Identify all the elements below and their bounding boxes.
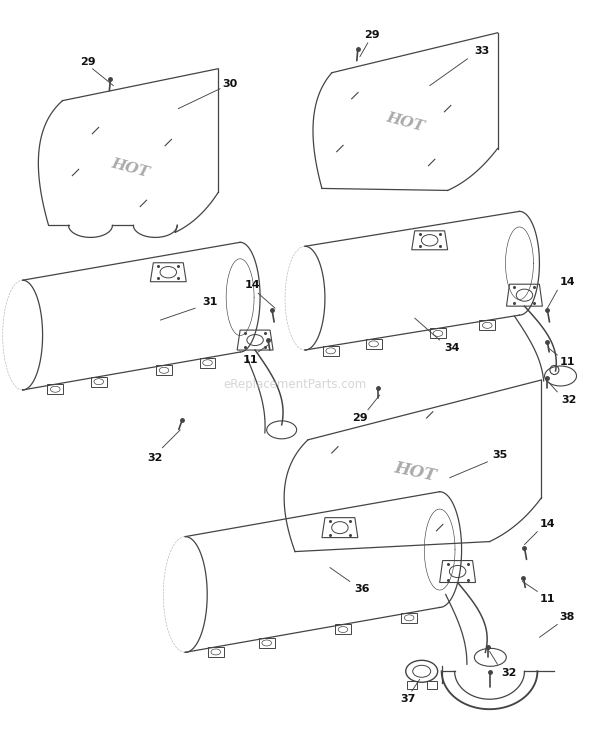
Text: HOT: HOT [392,459,437,485]
Text: HOT: HOT [110,157,151,180]
Text: 32: 32 [148,453,163,463]
Text: 33: 33 [474,46,489,55]
Text: 11: 11 [559,357,575,367]
Text: 32: 32 [562,395,577,405]
Text: HOT: HOT [384,111,425,134]
Text: 37: 37 [400,694,415,704]
Text: 11: 11 [540,594,555,605]
Text: 36: 36 [354,585,369,594]
Text: 34: 34 [444,343,460,353]
Text: 11: 11 [242,355,258,365]
Text: 35: 35 [492,450,507,460]
Text: 14: 14 [540,519,555,528]
Text: 38: 38 [560,613,575,622]
Text: 29: 29 [80,57,96,67]
Text: 32: 32 [502,668,517,678]
Text: 30: 30 [222,78,238,89]
Text: 29: 29 [352,413,368,423]
Text: 14: 14 [559,277,575,287]
Text: 31: 31 [202,297,218,307]
Text: eReplacementParts.com: eReplacementParts.com [224,378,366,392]
Text: 29: 29 [364,30,379,40]
Text: 14: 14 [244,280,260,290]
